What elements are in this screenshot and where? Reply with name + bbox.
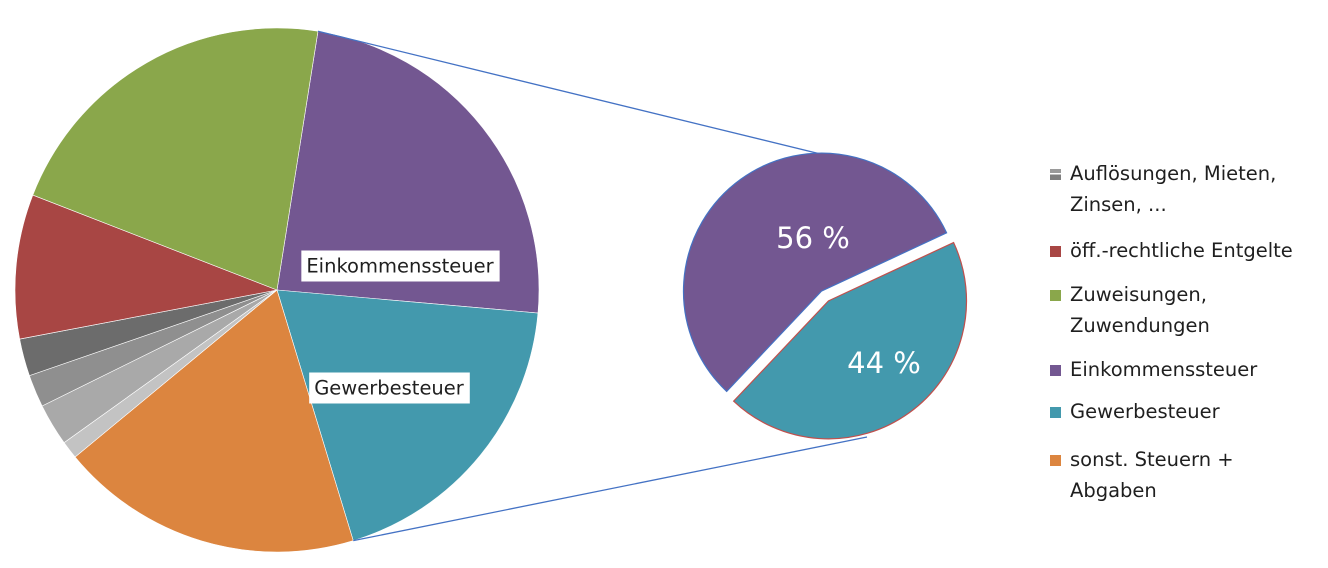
secondary-pie-slice-gewerbesteuer [732,241,968,440]
legend-swatch [1050,407,1061,418]
legend-item-aufloesungen: Auflösungen, Mieten, Zinsen, ... [1050,158,1320,220]
data-label-gewerbesteuer-text: Gewerbesteuer [314,377,465,400]
legend-item-gewerbesteuer: Gewerbesteuer [1050,396,1320,427]
legend-label: Auflösungen, Mieten, [1070,162,1277,185]
main-pie-slice-gewerbesteuer-1 [276,289,539,542]
legend-swatch [1050,246,1061,257]
legend-swatch [1050,290,1061,301]
legend-label: Zuweisungen, [1070,283,1207,306]
data-labels: Einkommenssteuer Gewerbesteuer 56 % 44 % [301,221,921,404]
data-label-44-percent: 44 % [847,346,921,380]
connector-line-top [317,30,846,161]
legend-swatch [1050,455,1061,466]
legend-item-entgelte: öff.-rechtliche Entgelte [1050,235,1320,266]
main-pie-slice-sonst-steuern-abgaben-2 [74,289,354,553]
connector-lines [317,30,868,542]
legend-swatch [1050,365,1061,376]
legend-item-einkommenssteuer: Einkommenssteuer [1050,354,1320,385]
legend: Auflösungen, Mieten, Zinsen, ... öff.-re… [1050,158,1320,506]
main-pie-slice-zuweisungen-zuwendungen-8 [32,27,319,291]
data-label-einkommenssteuer-text: Einkommenssteuer [306,255,494,278]
legend-label-line2: Zuwendungen [1070,314,1210,337]
legend-label-line2: Abgaben [1070,479,1157,502]
legend-label: sonst. Steuern + [1070,448,1234,471]
legend-label: öff.-rechtliche Entgelte [1070,239,1293,262]
data-label-56-percent: 56 % [776,221,850,255]
data-label-gewerbesteuer: Gewerbesteuer [309,372,470,404]
legend-item-sonst-steuern: sonst. Steuern + Abgaben [1050,444,1320,506]
legend-swatch [1050,169,1061,180]
legend-item-zuweisungen: Zuweisungen, Zuwendungen [1050,279,1320,341]
legend-label: Gewerbesteuer [1070,400,1220,423]
data-label-einkommenssteuer: Einkommenssteuer [301,250,500,282]
main-pie [14,27,540,553]
data-label-einkommenssteuer-box [301,250,500,282]
data-label-gewerbesteuer-box [309,372,470,404]
main-pie-slice-ff-rechtliche-entgelte-7 [14,194,279,340]
legend-label: Einkommenssteuer [1070,358,1258,381]
secondary-pie [682,152,968,440]
connector-line-bottom [353,436,868,542]
legend-label-line2: Zinsen, ... [1070,193,1167,216]
secondary-pie-slice-einkommenssteuer [682,152,948,393]
